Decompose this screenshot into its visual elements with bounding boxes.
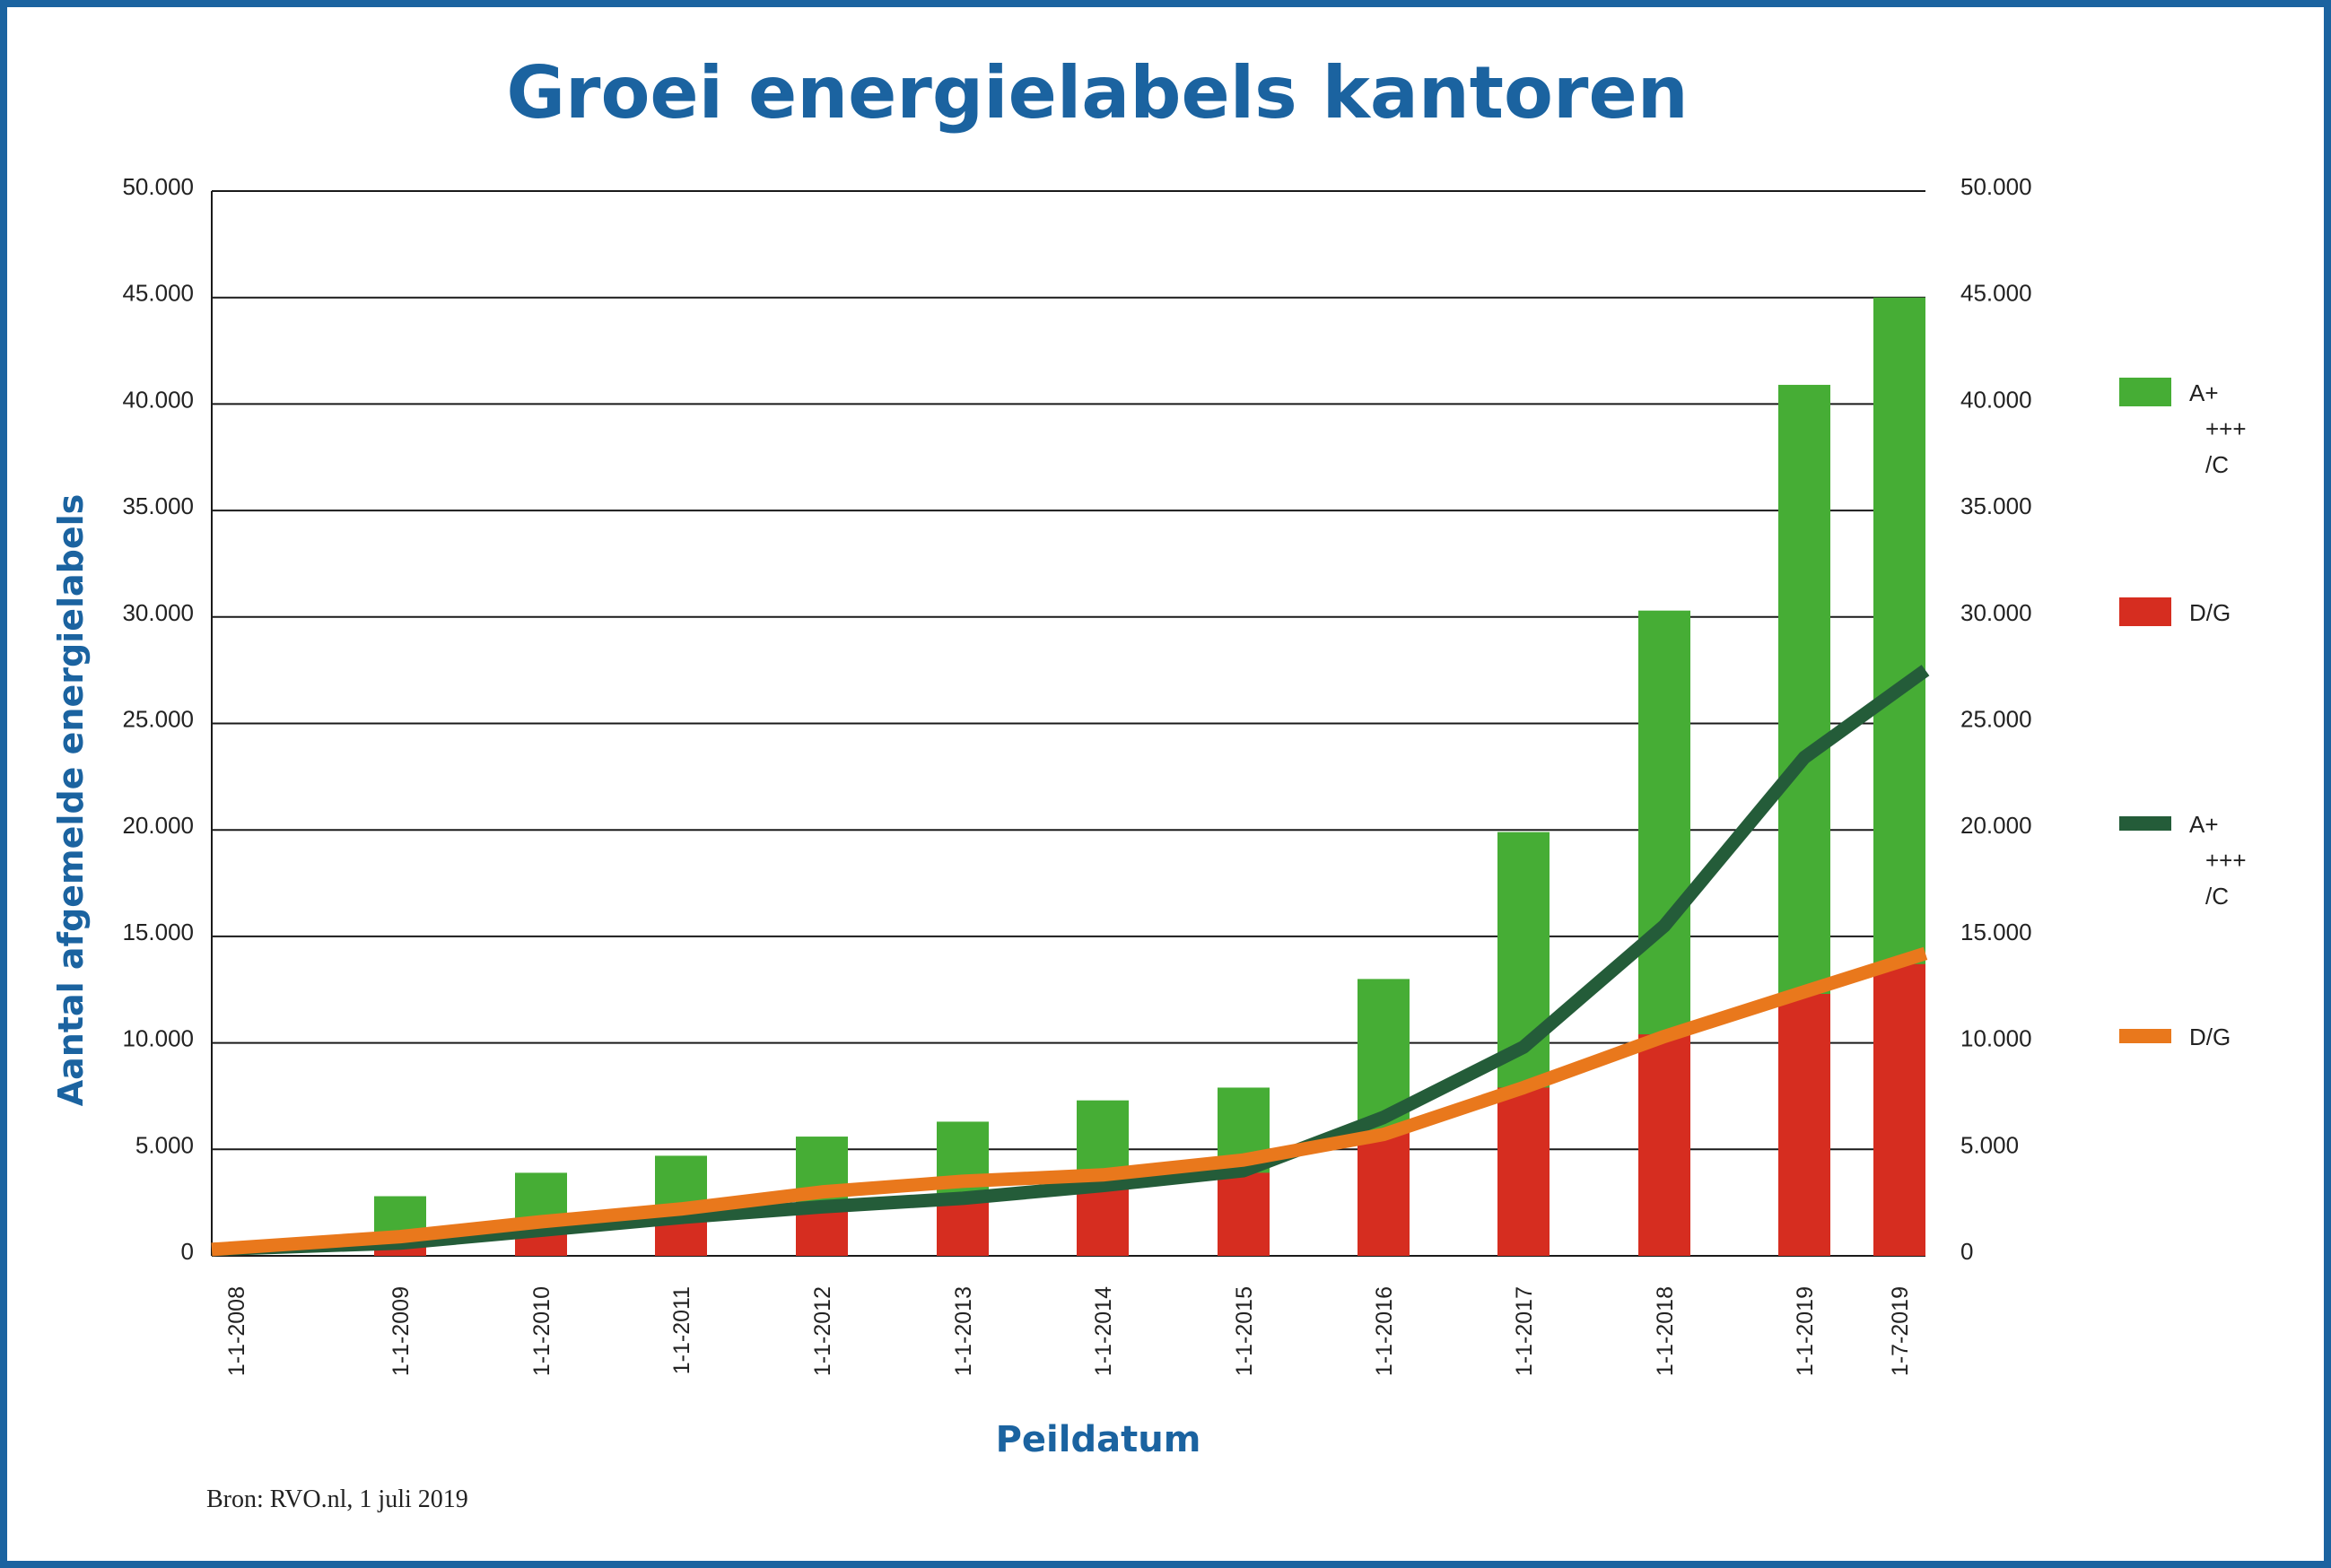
bar-d-g <box>1218 1172 1270 1256</box>
y-tick-label-right: 50.000 <box>1960 173 2032 200</box>
x-tick-label: 1-1-2011 <box>669 1286 694 1374</box>
source-note: Bron: RVO.nl, 1 juli 2019 <box>206 1485 468 1513</box>
y-tick-label-right: 15.000 <box>1960 919 2032 945</box>
x-tick-label: 1-1-2010 <box>529 1286 554 1376</box>
y-tick-label-left: 15.000 <box>122 919 194 945</box>
y-tick-label-right: 10.000 <box>1960 1025 2032 1052</box>
y-axis-right-ticks: 0 5.000 10.000 15.000 20.000 25.000 30.000 35.0… <box>1960 173 2032 1265</box>
legend-swatch-bar <box>2119 378 2171 406</box>
y-tick-label-left: 25.000 <box>122 706 194 733</box>
x-tick-label: 1-1-2016 <box>1372 1286 1397 1376</box>
y-tick-label-right: 40.000 <box>1960 386 2032 413</box>
y-tick-label-right: 0 <box>1960 1238 1973 1265</box>
y-tick-label-right: 30.000 <box>1960 599 2032 626</box>
y-tick-label-right: 5.000 <box>1960 1131 2019 1158</box>
bar-d-g <box>1778 993 1830 1256</box>
line-d-g <box>211 946 1928 1257</box>
x-tick-label: 1-1-2014 <box>1091 1286 1116 1376</box>
energy-labels-chart: Groei energielabels kantoren 0 5.000 10.00… <box>51 51 2247 1513</box>
y-tick-label-left: 50.000 <box>122 173 194 200</box>
x-tick-label: 1-1-2009 <box>388 1286 414 1376</box>
y-tick-label-right: 25.000 <box>1960 706 2032 733</box>
legend-label: A+ <box>2189 811 2219 838</box>
x-tick-label: 1-1-2018 <box>1653 1286 1678 1376</box>
line-a-c <box>211 665 1930 1257</box>
bar-d-g <box>1638 1034 1690 1256</box>
bar-d-g <box>1497 1087 1550 1256</box>
x-axis-ticks: 1-1-2008 1-1-2009 1-1-2010 1-1-2011 1-1-2012… <box>224 1286 1913 1376</box>
y-tick-label-left: 45.000 <box>122 280 194 307</box>
bar-d-g <box>515 1234 567 1256</box>
legend-label: /C <box>2205 883 2229 910</box>
legend: A+ +++ /C D/G A+ +++ /C D/G <box>2119 378 2247 1050</box>
legend-label: +++ <box>2205 415 2247 442</box>
legend-swatch-line <box>2119 1029 2171 1043</box>
bar-d-g <box>374 1246 426 1256</box>
y-tick-label-left: 10.000 <box>122 1025 194 1052</box>
legend-label: D/G <box>2189 1024 2231 1050</box>
y-tick-label-right: 45.000 <box>1960 280 2032 307</box>
y-tick-label-right: 20.000 <box>1960 812 2032 839</box>
y-tick-label-left: 5.000 <box>135 1131 194 1158</box>
x-axis-label: Peildatum <box>996 1419 1201 1460</box>
legend-label: +++ <box>2205 847 2247 874</box>
chart-title: Groei energielabels kantoren <box>506 51 1688 135</box>
legend-label: A+ <box>2189 379 2219 406</box>
y-tick-label-left: 40.000 <box>122 386 194 413</box>
x-tick-label: 1-1-2013 <box>951 1286 976 1376</box>
x-tick-label: 1-1-2008 <box>224 1286 249 1376</box>
y-tick-label-left: 20.000 <box>122 812 194 839</box>
x-tick-label: 1-1-2019 <box>1793 1286 1818 1376</box>
bar-d-g <box>1358 1132 1410 1256</box>
legend-swatch-line <box>2119 816 2171 831</box>
gridlines <box>211 190 1925 1257</box>
bars-a-c <box>374 297 1925 1257</box>
bar-d-g <box>937 1200 989 1256</box>
y-axis-label: Aantal afgemelde energielabels <box>51 494 91 1107</box>
bar-d-g <box>1077 1188 1129 1256</box>
trend-lines <box>211 665 1930 1257</box>
y-tick-label-left: 35.000 <box>122 492 194 519</box>
legend-swatch-bar <box>2119 597 2171 626</box>
x-tick-label: 1-1-2017 <box>1512 1286 1537 1376</box>
bar-d-g <box>796 1211 848 1256</box>
y-tick-label-left: 30.000 <box>122 599 194 626</box>
bar-d-g <box>1873 963 1925 1256</box>
x-tick-label: 1-1-2012 <box>810 1286 835 1376</box>
legend-label: /C <box>2205 451 2229 478</box>
y-tick-label-right: 35.000 <box>1960 492 2032 519</box>
y-axis-left-ticks: 0 5.000 10.000 15.000 20.000 25.000 30.000 35.0… <box>122 173 194 1265</box>
x-tick-label: 1-7-2019 <box>1888 1286 1913 1376</box>
y-tick-label-left: 0 <box>181 1238 194 1265</box>
bars-d-g <box>374 963 1925 1256</box>
x-tick-label: 1-1-2015 <box>1232 1286 1257 1376</box>
bar-d-g <box>655 1222 707 1256</box>
legend-label: D/G <box>2189 599 2231 626</box>
